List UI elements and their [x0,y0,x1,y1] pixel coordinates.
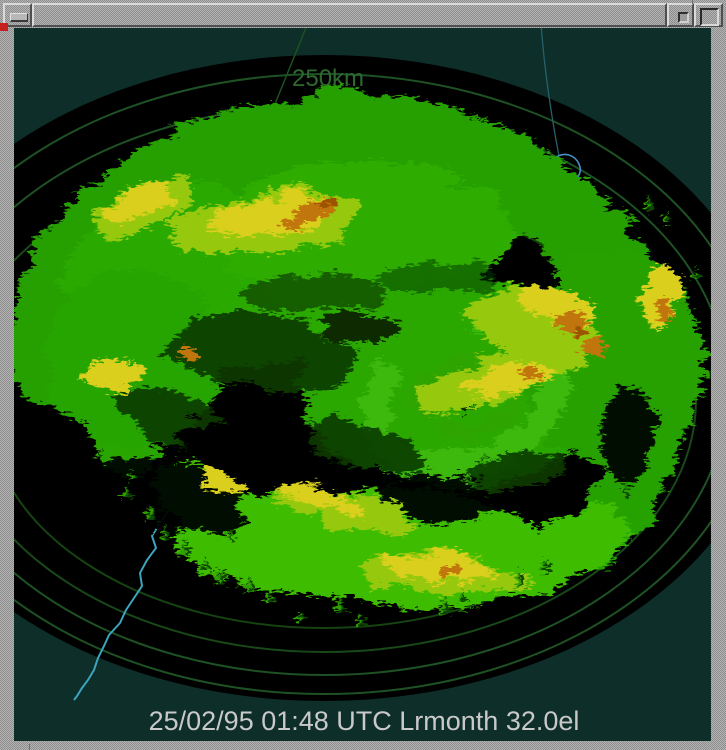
status-caption: 25/02/95 01:48 UTC Lrmonth 32.0el [149,706,580,736]
minimize-icon [678,12,689,23]
storm-peaks [184,199,674,577]
title-bar[interactable]: 3D Tops - - Min Z = 0.0dbZ [3,3,723,27]
window-menu-button[interactable] [3,3,32,27]
maximize-button[interactable] [694,3,723,27]
window-title: 3D Tops - - Min Z = 0.0dbZ [72,25,266,27]
red-indicator [0,23,8,31]
storm-shadows [115,264,567,490]
maximize-icon [700,8,719,26]
minimize-button[interactable] [667,3,694,27]
storm-render [6,93,706,626]
frame-seam-top [692,0,693,4]
radar-3d-view[interactable]: 250km 200km [0,7,726,741]
window-menu-icon [10,13,28,22]
range-ring-250km [0,73,726,695]
coastline-segment [540,22,560,157]
title-bar-drag-area[interactable]: 3D Tops - - Min Z = 0.0dbZ [32,3,667,27]
radar-scene: 250km 200km [0,7,726,741]
frame-seam-bottom [29,744,30,750]
range-label-250km: 250km [292,65,364,92]
